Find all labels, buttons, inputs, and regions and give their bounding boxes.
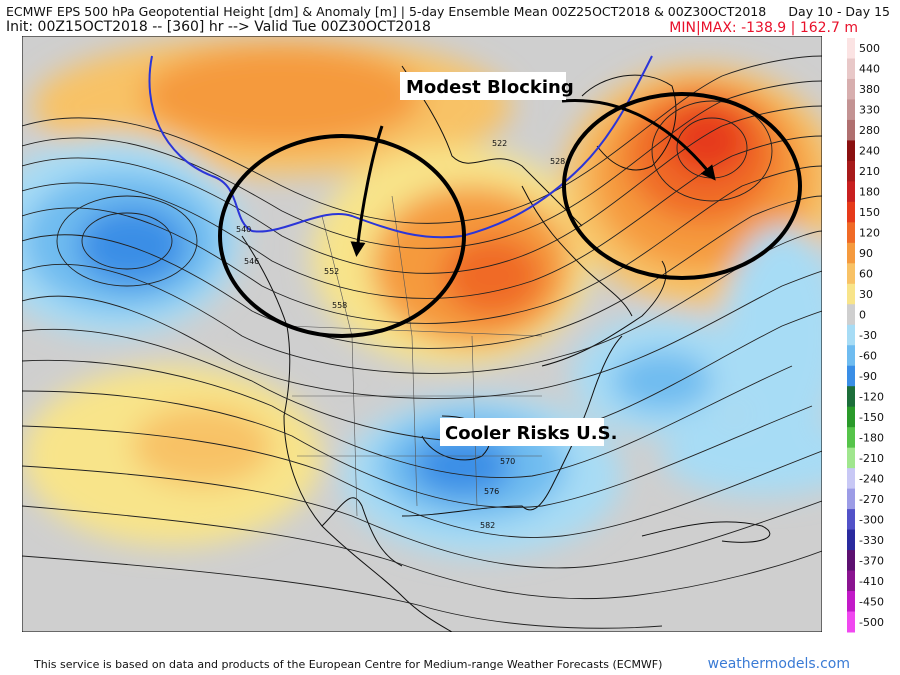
legend-level-label: -300 [859,513,884,526]
legend-swatch [847,386,855,408]
legend-level-label: -240 [859,472,884,485]
contour-label: 582 [480,521,495,530]
west-blocking-circle [218,134,466,338]
legend-labels: 500 440 380 330 280 240 210 180 150 120 90 60 30 0 -30… [859,42,884,629]
legend-swatch [847,304,855,326]
legend-level-label: -330 [859,534,884,547]
legend-level-label: 440 [859,63,880,76]
legend-swatch [847,529,855,551]
legend-level-label: -60 [859,349,877,362]
legend-swatch [847,201,855,223]
legend-swatch [847,140,855,162]
blocking-arrow-west [350,125,384,257]
contour-label: 570 [500,457,515,466]
contour-label: 528 [550,157,565,166]
title-line-2: Init: 00Z15OCT2018 -- [360] hr --> Valid… [6,19,431,35]
legend-level-label: -90 [859,370,877,383]
legend-level-label: 240 [859,145,880,158]
legend-swatch [847,447,855,469]
legend-level-label: -450 [859,595,884,608]
legend-swatch [847,427,855,449]
contour-label: 576 [484,487,499,496]
legend-swatch [847,365,855,387]
legend-swatch [847,509,855,531]
legend-level-label: -270 [859,493,884,506]
legend-swatch [847,222,855,244]
legend-swatch [847,406,855,428]
legend-level-label: 330 [859,104,880,117]
modest-blocking-label: Modest Blocking [406,77,574,98]
legend-swatch [847,38,855,59]
min-max-readout: MIN|MAX: -138.9 | 162.7 m [669,20,858,36]
site-link[interactable]: weathermodels.com [707,656,850,672]
legend-level-label: 180 [859,186,880,199]
legend-level-label: 30 [859,288,873,301]
legend-level-label: 120 [859,227,880,240]
contour-label: 540 [236,225,251,234]
contour-label: 552 [324,267,339,276]
cooler-risks-label: Cooler Risks U.S. [445,423,617,444]
legend-level-label: 280 [859,124,880,137]
greenland-blocking-circle [562,92,802,280]
legend-swatch [847,263,855,285]
540dm-contour [148,55,653,239]
legend-swatch [847,119,855,141]
legend-level-label: -180 [859,431,884,444]
contour-labels: 540 546 552 558 522 528 570 576 582 [236,139,565,530]
color-scale-legend: 500 440 380 330 280 240 210 180 150 120 90 60 30 0 -30… [847,38,884,633]
contour-label: 522 [492,139,507,148]
legend-level-label: -150 [859,411,884,424]
legend-level-label: 500 [859,42,880,55]
legend-swatch [847,242,855,264]
ecmwf-attribution: This service is based on data and produc… [34,658,663,671]
contour-label: 546 [244,257,259,266]
annotation-labels: Modest Blocking Cooler Risks U.S. [400,72,617,446]
legend-swatch [847,550,855,572]
legend-swatch [847,283,855,305]
annotation-shapes [218,92,802,338]
legend-level-label: -120 [859,390,884,403]
title-line-1: ECMWF EPS 500 hPa Geopotential Height [d… [6,4,767,19]
legend-level-label: -410 [859,575,884,588]
forecast-day-range: Day 10 - Day 15 [788,4,890,19]
legend-swatch [847,78,855,100]
legend-swatch [847,488,855,510]
legend-swatch [847,58,855,80]
legend-level-label: 90 [859,247,873,260]
legend-level-label: -30 [859,329,877,342]
legend-swatch [847,345,855,367]
legend-swatch [847,324,855,346]
anomaly-map: 540 546 552 558 522 528 570 576 582 Mode… [22,36,822,632]
blocking-arrow-east [561,98,716,181]
political-borders [286,195,543,517]
legend-swatch [847,181,855,203]
legend-swatches [847,38,855,633]
legend-level-label: 380 [859,83,880,96]
legend-level-label: -500 [859,616,884,629]
legend-swatch [847,570,855,592]
legend-swatch [847,611,855,633]
legend-level-label: 150 [859,206,880,219]
legend-level-label: -370 [859,554,884,567]
legend-swatch [847,99,855,121]
legend-level-label: -210 [859,452,884,465]
legend-level-label: 210 [859,165,880,178]
legend-swatch [847,160,855,182]
legend-swatch [847,468,855,490]
legend-level-label: 0 [859,309,866,322]
anomaly-shading [22,36,822,556]
legend-level-label: 60 [859,268,873,281]
contour-label: 558 [332,301,347,310]
legend-swatch [847,591,855,613]
